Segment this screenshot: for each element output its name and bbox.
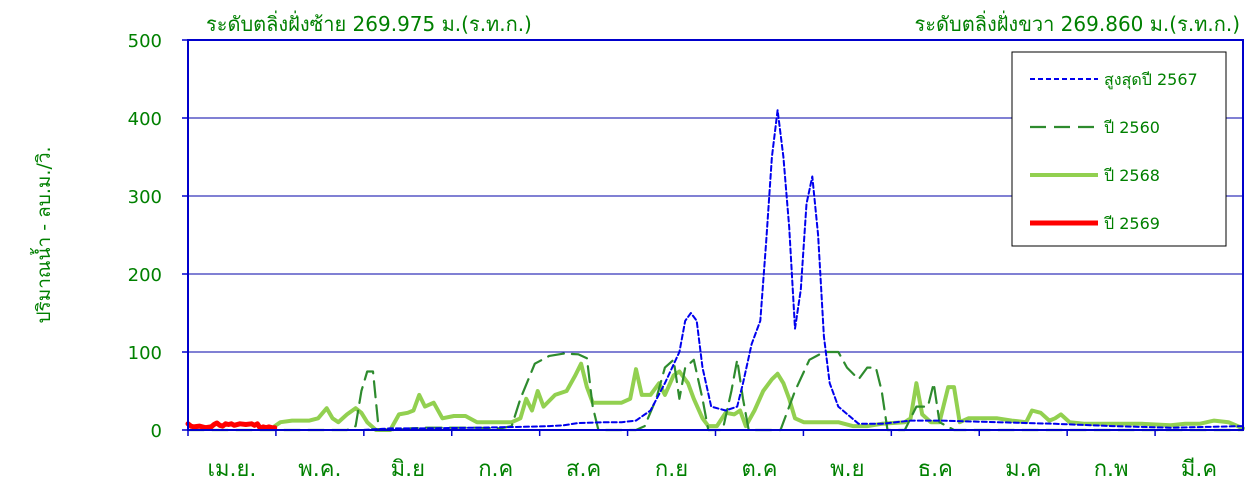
series-line-3 xyxy=(272,361,1245,432)
series-line-4 xyxy=(185,420,278,431)
series-line-2 xyxy=(186,350,1245,432)
x-month-label-5: ส.ค xyxy=(566,457,601,482)
x-month-label-4: ก.ค xyxy=(478,457,513,482)
y-tick-label-200: 200 xyxy=(128,265,162,286)
x-month-label-10: ม.ค xyxy=(1005,457,1041,482)
legend-label-1: สูงสุดปี 2567 xyxy=(1104,70,1198,90)
y-tick-label-0: 0 xyxy=(151,421,162,442)
x-month-label-11: ก.พ xyxy=(1094,457,1129,482)
x-month-label-9: ธ.ค xyxy=(918,457,953,482)
y-tick-label-500: 500 xyxy=(128,31,162,52)
x-axis-month-labels: เม.ย. พ.ค. มิ.ย ก.ค ส.ค ก.ย ต.ค พ.ย ธ.ค ม.ค ก.พ มี.… xyxy=(187,430,1217,482)
x-month-label-6: ก.ย xyxy=(655,457,688,482)
x-month-label-12: มี.ค xyxy=(1181,457,1217,482)
y-tick-label-400: 400 xyxy=(128,109,162,130)
y-axis-label: ปริมาณน้ำ - ลบ.ม./วิ. xyxy=(30,146,55,323)
legend-box xyxy=(1011,51,1227,247)
title-left-bank-level: ระดับตลิ่งฝั่งซ้าย 269.975 ม.(ร.ท.ก.) xyxy=(206,10,532,36)
y-tick-label-100: 100 xyxy=(128,343,162,364)
legend-label-4: ปี 2569 xyxy=(1104,214,1160,233)
legend-label-3: ปี 2568 xyxy=(1104,166,1160,185)
series-layer xyxy=(185,109,1245,432)
legend-label-2: ปี 2560 xyxy=(1104,118,1160,137)
x-month-label-7: ต.ค xyxy=(741,457,777,482)
x-month-label-1: เม.ย. xyxy=(208,457,257,482)
x-month-label-3: มิ.ย xyxy=(391,457,425,482)
y-axis-ticks: 0 100 200 300 400 500 xyxy=(128,31,188,442)
title-right-bank-level: ระดับตลิ่งฝั่งขวา 269.860 ม.(ร.ท.ก.) xyxy=(915,10,1240,36)
x-month-label-2: พ.ค. xyxy=(298,457,341,482)
series-line-1 xyxy=(187,109,1244,431)
legend: สูงสุดปี 2567 ปี 2560 ปี 2568 ปี 2569 xyxy=(1011,51,1227,247)
y-tick-label-300: 300 xyxy=(128,187,162,208)
x-month-label-8: พ.ย xyxy=(830,457,864,482)
